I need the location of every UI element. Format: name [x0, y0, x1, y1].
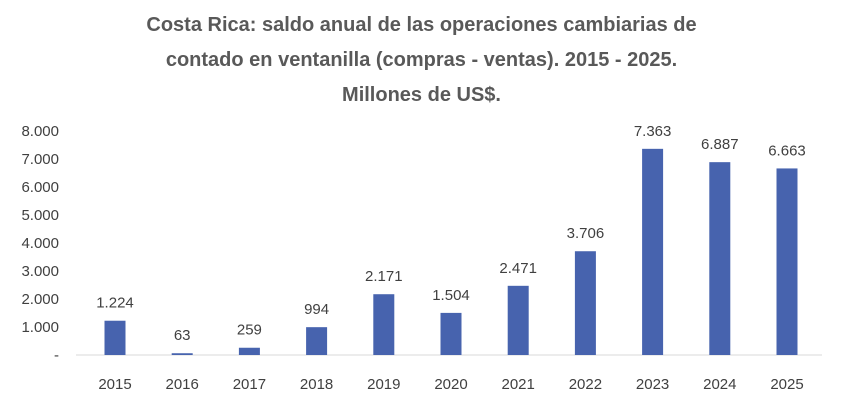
bar: [776, 168, 798, 355]
data-label: 259: [237, 322, 262, 339]
x-tick-label: 2017: [233, 376, 266, 393]
chart-title-line: Millones de US$.: [342, 84, 501, 106]
y-tick-label: 4.000: [21, 235, 59, 252]
x-tick-label: 2023: [636, 376, 669, 393]
chart-title-line: Costa Rica: saldo anual de las operacion…: [146, 14, 697, 36]
chart-title: Costa Rica: saldo anual de las operacion…: [0, 8, 843, 113]
data-label: 1.224: [96, 295, 134, 312]
x-tick-label: 2019: [367, 376, 400, 393]
y-tick-label: 1.000: [21, 319, 59, 336]
data-label: 2.171: [365, 268, 403, 285]
data-label: 6.663: [768, 142, 806, 159]
y-tick-label: 3.000: [21, 263, 59, 280]
data-label: 63: [174, 327, 191, 344]
x-tick-label: 2021: [502, 376, 535, 393]
x-tick-label: 2020: [434, 376, 467, 393]
y-tick-label: 6.000: [21, 179, 59, 196]
y-tick-label: 7.000: [21, 151, 59, 168]
y-tick-label: 2.000: [21, 291, 59, 308]
x-tick-label: 2016: [166, 376, 199, 393]
y-tick-label: 5.000: [21, 207, 59, 224]
bar: [306, 327, 328, 355]
bar: [709, 162, 731, 355]
data-label: 7.363: [634, 123, 672, 140]
x-tick-label: 2015: [98, 376, 131, 393]
bar: [574, 251, 596, 355]
x-tick-label: 2025: [770, 376, 803, 393]
x-tick-label: 2018: [300, 376, 333, 393]
bar: [507, 285, 529, 355]
bar: [171, 353, 193, 355]
data-label: 1.504: [432, 287, 470, 304]
y-tick-label: -: [54, 347, 59, 364]
data-label: 994: [304, 301, 329, 318]
x-tick-label: 2024: [703, 376, 736, 393]
y-tick-label: 8.000: [21, 123, 59, 140]
bar: [104, 320, 126, 355]
data-label: 6.887: [701, 136, 739, 153]
bar: [238, 347, 260, 355]
bar: [373, 294, 395, 355]
bar: [440, 312, 462, 355]
data-label: 2.471: [499, 260, 537, 277]
bar: [642, 148, 664, 355]
data-label: 3.706: [567, 225, 605, 242]
chart-title-line: contado en ventanilla (compras - ventas)…: [165, 49, 678, 71]
x-tick-label: 2022: [569, 376, 602, 393]
